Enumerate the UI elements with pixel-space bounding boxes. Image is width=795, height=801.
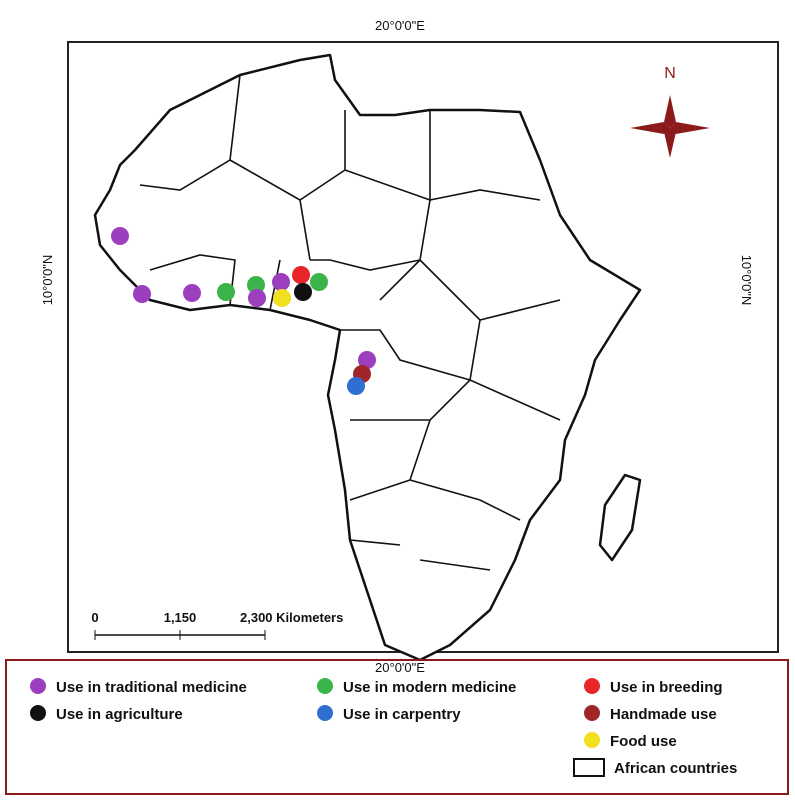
point (273, 289, 291, 307)
north-arrow: N (630, 65, 710, 158)
madagascar (598, 473, 642, 562)
point (183, 284, 201, 302)
point (347, 377, 365, 395)
legend-swatch (30, 705, 46, 721)
scale-label: 2,300 Kilometers (240, 610, 343, 625)
point (248, 289, 266, 307)
legend-swatch (584, 678, 600, 694)
left-label: 10°0'0"N (40, 255, 55, 306)
bottom-label: 20°0'0"E (375, 660, 425, 675)
right-label: 10°0'0"N (739, 255, 754, 306)
point (247, 276, 265, 294)
legend: Use in traditional medicine Use in modern… (30, 678, 737, 777)
point (133, 285, 151, 303)
legend-label: Use in modern medicine (343, 679, 516, 696)
legend-label: Use in traditional medicine (56, 679, 247, 696)
legend-box (5, 659, 789, 795)
north-label: N (664, 65, 676, 82)
legend-swatch (573, 758, 605, 777)
legend-label: Handmade use (610, 706, 717, 723)
legend-label: Use in carpentry (343, 706, 461, 723)
top-label: 20°0'0"E (375, 18, 425, 33)
legend-label: African countries (614, 760, 737, 777)
point (292, 266, 310, 284)
legend-label: Use in agriculture (56, 706, 183, 723)
legend-swatch (317, 705, 333, 721)
scale-label: 0 (91, 610, 98, 625)
point (217, 283, 235, 301)
legend-swatch (317, 678, 333, 694)
point (111, 227, 129, 245)
legend-label: Food use (610, 733, 677, 750)
legend-swatch (30, 678, 46, 694)
point (294, 283, 312, 301)
point (310, 273, 328, 291)
scale-bar: 0 1,150 2,300 Kilometers (91, 610, 343, 640)
scale-label: 1,150 (164, 610, 197, 625)
legend-swatch (584, 732, 600, 748)
legend-label: Use in breeding (610, 679, 723, 696)
legend-swatch (584, 705, 600, 721)
occurrence-points (111, 227, 376, 395)
point (272, 273, 290, 291)
point (358, 351, 376, 369)
